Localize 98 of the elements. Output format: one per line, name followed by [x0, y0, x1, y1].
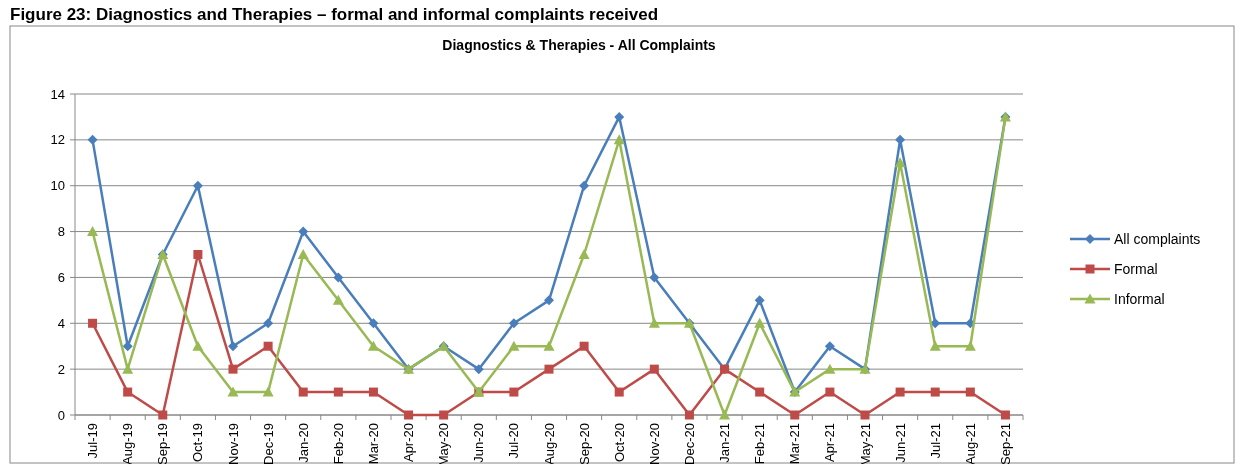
point	[508, 340, 520, 351]
point	[298, 387, 308, 397]
point	[508, 318, 519, 329]
point	[367, 340, 379, 351]
x-tick-label: Dec-20	[681, 423, 697, 465]
point	[895, 134, 906, 145]
y-tick-label: 6	[57, 269, 65, 285]
point	[123, 387, 133, 397]
x-tick-label: Jul-19	[85, 423, 101, 459]
point	[719, 409, 731, 420]
point	[578, 249, 590, 259]
x-tick-label: Mar-21	[787, 423, 803, 465]
x-tick-label: Dec-19	[260, 423, 276, 465]
y-tick-label: 2	[57, 361, 65, 377]
point	[298, 226, 309, 237]
point	[860, 410, 870, 420]
point	[754, 295, 765, 306]
point	[439, 410, 449, 420]
x-tick-label: Jul-20	[506, 423, 522, 459]
point	[404, 410, 414, 420]
x-tick-label: Aug-21	[962, 423, 978, 465]
point	[262, 386, 274, 397]
point	[193, 250, 203, 259]
point	[579, 180, 590, 191]
point	[158, 410, 168, 420]
x-tick-label: Apr-21	[822, 423, 838, 463]
y-tick-label: 12	[50, 132, 65, 148]
point	[332, 294, 344, 305]
x-tick-label: Aug-19	[120, 423, 136, 465]
point	[297, 249, 309, 259]
point	[509, 387, 519, 397]
x-tick-label: Nov-19	[225, 423, 241, 465]
y-tick-label: 4	[57, 315, 65, 331]
point	[333, 387, 343, 397]
point	[228, 364, 238, 374]
point	[544, 364, 554, 374]
point	[227, 386, 239, 397]
x-tick-label: Jul-21	[927, 423, 943, 459]
point	[649, 272, 660, 283]
x-tick-label: Aug-20	[541, 423, 557, 465]
point	[88, 318, 98, 328]
point	[755, 387, 765, 397]
point	[895, 387, 905, 397]
x-tick-label: Mar-20	[365, 423, 381, 465]
point	[790, 410, 800, 420]
point	[333, 272, 344, 283]
point	[825, 387, 835, 397]
y-tick-label: 14	[50, 86, 65, 102]
legend-label: Informal	[1114, 290, 1165, 307]
point	[684, 410, 694, 420]
point	[824, 363, 836, 374]
point	[473, 364, 484, 375]
x-tick-label: Apr-20	[401, 423, 417, 463]
point	[544, 295, 554, 306]
point	[263, 341, 273, 351]
point	[614, 387, 624, 397]
x-tick-label: Sep-19	[155, 423, 171, 465]
caption: Figure 23: Diagnostics and Therapies – formal and informal complaints received	[10, 5, 659, 24]
x-tick-label: Jun-21	[892, 423, 908, 463]
x-tick-label: Sep-20	[576, 423, 592, 465]
point	[543, 340, 555, 351]
point	[649, 364, 659, 374]
x-tick-label: Feb-21	[752, 423, 768, 465]
x-tick-label: Jun-20	[471, 423, 487, 463]
y-tick-label: 8	[57, 224, 65, 240]
legend-label: All complaints	[1114, 230, 1201, 247]
point	[579, 341, 589, 351]
point	[87, 226, 99, 237]
point	[192, 180, 203, 191]
x-tick-label: Oct-20	[611, 423, 627, 463]
chart-title: Diagnostics & Therapies - All Complaints	[442, 37, 716, 53]
point	[368, 387, 378, 397]
y-tick-label: 10	[50, 178, 65, 194]
point	[228, 341, 238, 352]
x-tick-label: Feb-20	[330, 423, 346, 465]
y-tick-label: 0	[57, 407, 65, 423]
point	[368, 318, 379, 329]
point	[648, 317, 660, 328]
point	[824, 341, 835, 352]
point	[614, 111, 625, 122]
point	[192, 340, 204, 351]
point	[964, 340, 976, 351]
x-tick-label: Jan-20	[295, 423, 311, 463]
point	[263, 318, 274, 329]
point	[613, 134, 625, 145]
point	[894, 157, 906, 168]
legend-label: Formal	[1114, 260, 1158, 277]
point	[122, 363, 134, 374]
x-tick-label: Oct-19	[190, 423, 206, 463]
x-tick-label: Nov-20	[646, 423, 662, 465]
point	[1000, 410, 1010, 420]
point	[965, 387, 975, 397]
point	[87, 134, 98, 145]
x-tick-label: Sep-21	[997, 423, 1013, 465]
point	[754, 317, 766, 328]
point	[930, 387, 940, 397]
point	[929, 340, 941, 351]
x-tick-label: Jan-21	[717, 423, 733, 463]
